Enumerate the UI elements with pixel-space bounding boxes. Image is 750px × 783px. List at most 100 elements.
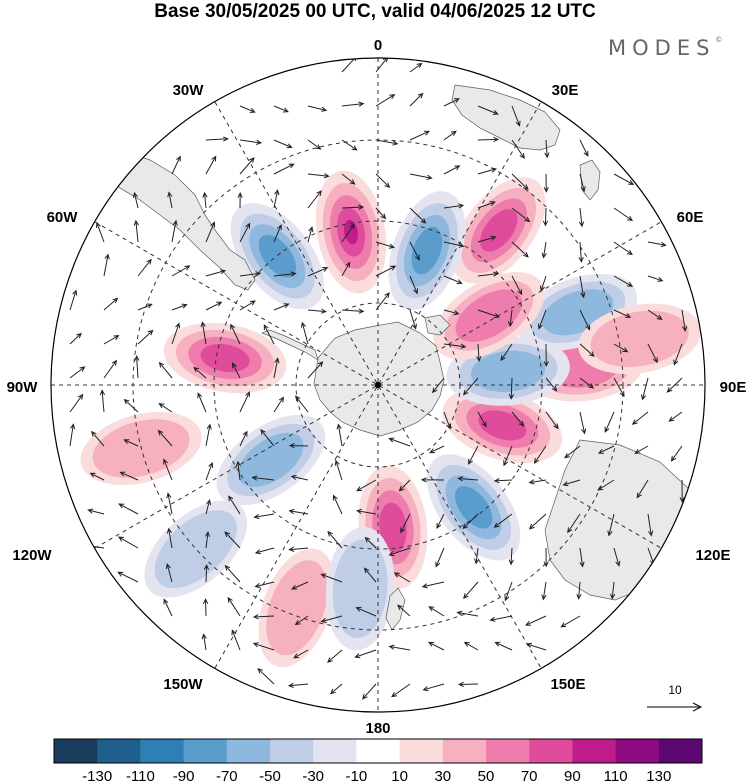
wind-arrow-23 (119, 471, 139, 481)
wind-arrow-60 (237, 191, 243, 209)
wind-arrow-107 (294, 615, 309, 626)
wind-arrow-108 (293, 649, 309, 659)
wind-arrow-208 (489, 615, 513, 622)
wind-arrow-238 (579, 547, 585, 568)
wind-arrow-182 (476, 343, 482, 363)
wind-arrow-58 (239, 139, 263, 145)
wind-arrow-190 (456, 610, 479, 617)
wind-arrow-56 (201, 633, 207, 651)
wind-arrow-267 (668, 411, 683, 422)
wind-arrow-133 (375, 292, 390, 311)
wind-arrow-89 (252, 614, 275, 620)
wind-arrow-28 (167, 191, 173, 209)
africa-land (451, 84, 561, 151)
wind-arrow-65 (231, 362, 241, 379)
wind-arrow-16 (133, 219, 139, 243)
negative-anomaly-14 (325, 526, 395, 651)
wind-arrow-172 (428, 606, 445, 617)
negative-anomaly-12-contour-2 (238, 432, 304, 488)
wind-arrow-35 (157, 429, 173, 447)
wind-arrow-122 (320, 573, 343, 583)
colorbar-tick-label: 30 (434, 768, 451, 783)
wind-arrow-155 (388, 644, 411, 651)
wind-arrow-8 (103, 335, 120, 345)
wind-arrow-235 (564, 445, 581, 459)
wind-arrow-20 (134, 355, 140, 379)
lon-label-180: 180 (365, 720, 390, 737)
wind-arrow-84 (260, 428, 275, 447)
colorbar-swatch-12 (572, 739, 617, 763)
wind-arrow-136 (364, 536, 377, 549)
wind-arrow-94 (307, 173, 330, 179)
wind-arrow-102 (288, 442, 309, 449)
reference-vector: 10 (647, 683, 703, 712)
colorbar-swatch-13 (615, 739, 660, 763)
wind-arrow-5 (96, 221, 105, 243)
wind-arrow-256 (647, 309, 663, 320)
wind-arrow-247 (613, 377, 625, 398)
wind-arrow-170 (435, 547, 445, 568)
wind-arrow-228 (578, 207, 585, 228)
wind-arrow-159 (443, 165, 461, 175)
wind-arrow-101 (294, 395, 309, 413)
south-pole-marker (375, 382, 381, 388)
wind-arrow-82 (273, 357, 280, 379)
wind-arrow-220 (528, 479, 547, 485)
wind-arrow-169 (436, 513, 445, 530)
wind-arrow-160 (443, 203, 465, 209)
negative-anomaly-16-contour-1 (154, 510, 237, 588)
wind-arrow-139 (354, 649, 377, 659)
wind-arrow-140 (362, 683, 377, 700)
wind-arrow-185 (468, 445, 479, 465)
colorbar-tick-label: 130 (646, 768, 671, 783)
wind-arrow-151 (400, 513, 411, 534)
wind-arrow-103 (290, 474, 309, 481)
colorbar-tick-label: -90 (173, 768, 195, 783)
wind-arrow-229 (578, 241, 584, 263)
wind-arrow-85 (251, 475, 275, 481)
wind-arrow-261 (636, 479, 649, 499)
wind-arrow-217 (545, 377, 558, 392)
wind-arrow-46 (205, 301, 223, 311)
wind-arrow-245 (613, 309, 632, 318)
wind-arrow-83 (273, 396, 285, 413)
colorbar-swatch-7 (356, 739, 401, 763)
wind-arrow-239 (576, 581, 582, 600)
wind-arrow-7 (103, 297, 119, 311)
colorbar-tick-label: -70 (216, 768, 238, 783)
wind-arrow-32 (171, 322, 181, 345)
wind-arrow-205 (493, 513, 513, 528)
wind-arrow-167 (429, 445, 445, 454)
negative-anomaly-10 (230, 203, 324, 310)
positive-anomaly-6 (433, 271, 545, 360)
wind-arrow-113 (341, 173, 356, 185)
negative-anomaly-14-contour-1 (332, 539, 388, 639)
wind-arrow-260 (634, 445, 649, 454)
wind-arrow-161 (443, 241, 465, 248)
wind-arrow-38 (166, 527, 173, 549)
wind-arrow-236 (562, 479, 581, 487)
wind-arrow-128 (375, 139, 399, 146)
wind-arrow-64 (230, 323, 241, 345)
negative-anomaly-8-contour-3 (411, 226, 443, 275)
wind-arrow-121 (327, 530, 343, 549)
wind-arrow-33 (158, 361, 173, 379)
wind-arrow-210 (544, 139, 550, 159)
wind-arrow-196 (511, 207, 531, 223)
wind-arrow-243 (613, 241, 633, 256)
wind-arrow-42 (205, 155, 217, 175)
wind-arrow-175 (477, 105, 499, 115)
wind-arrow-251 (607, 513, 615, 537)
wind-arrow-213 (541, 241, 547, 259)
colorbar-swatch-11 (529, 739, 573, 763)
wind-arrow-202 (511, 411, 525, 427)
wind-arrow-192 (457, 681, 479, 687)
wind-arrow-268 (670, 445, 683, 462)
wind-arrow-225 (525, 642, 547, 651)
wind-arrow-44 (205, 221, 216, 243)
wind-arrow-200 (500, 343, 513, 362)
wind-arrow-158 (443, 130, 457, 141)
wind-arrow-244 (613, 275, 634, 287)
positive-anomaly-13-contour-1 (266, 560, 328, 656)
colorbar-tick-label: 90 (564, 768, 581, 783)
